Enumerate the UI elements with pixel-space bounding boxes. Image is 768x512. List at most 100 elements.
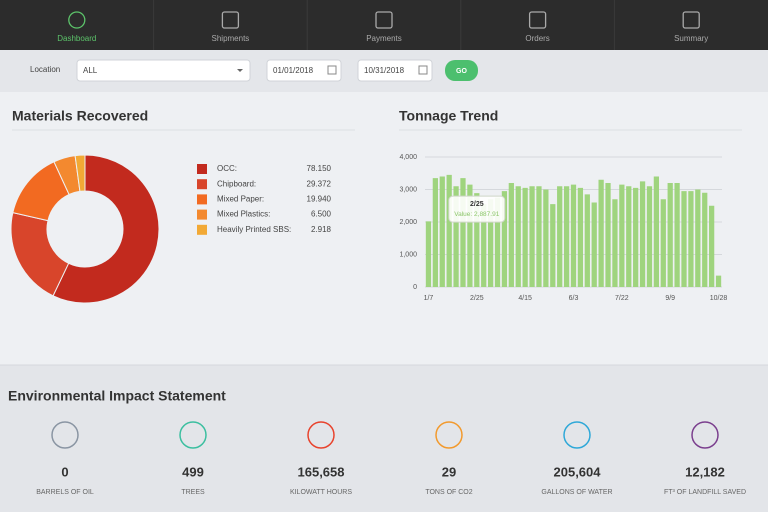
bar [536, 186, 542, 287]
bar [474, 193, 480, 287]
x-tick-label: 6/3 [569, 295, 579, 302]
section-title: Environmental Impact Statement [8, 388, 226, 404]
bar [715, 275, 722, 287]
bar [453, 186, 459, 287]
calendar-icon [327, 65, 337, 75]
nav-label[interactable]: Summary [674, 34, 708, 43]
impact-icon [691, 421, 719, 449]
impact-icon [563, 421, 591, 449]
nav-icon [682, 11, 700, 29]
bar [425, 221, 432, 287]
bar [653, 176, 660, 287]
impact-label: TONS OF CO2 [425, 489, 472, 496]
location-value: ALL [83, 66, 98, 75]
bar [633, 187, 639, 287]
legend-label: Mixed Paper: [217, 195, 264, 204]
legend-value: 6.500 [311, 210, 332, 219]
bar [598, 179, 604, 287]
legend-label: Heavily Printed SBS: [217, 225, 291, 234]
bar [688, 191, 694, 287]
x-tick-label: 9/9 [665, 295, 675, 302]
bar [460, 178, 466, 287]
donut-slice [52, 154, 160, 304]
legend-value: 78.150 [307, 164, 332, 173]
bar [543, 189, 549, 287]
tooltip-text: Value: 2,887.91 [454, 211, 499, 218]
start-date[interactable] [266, 59, 342, 82]
legend-label: Mixed Plastics: [217, 210, 270, 219]
nav-icon [221, 11, 240, 29]
bar [501, 191, 508, 287]
bar [646, 186, 653, 287]
go-button[interactable] [445, 60, 478, 81]
impact-value: 0 [61, 464, 68, 479]
end-date[interactable] [357, 59, 433, 82]
legend-value: 29.372 [307, 179, 332, 188]
tooltip-title: 2/25 [470, 201, 484, 208]
nav-label[interactable]: Orders [525, 34, 549, 43]
x-tick-label: 7/22 [615, 295, 629, 302]
bar [446, 174, 452, 287]
legend-swatch [197, 179, 207, 190]
section-title: Tonnage Trend [399, 108, 498, 124]
go-text: GO [456, 68, 467, 75]
legend-value: 19.940 [307, 195, 332, 204]
impact-label: TREES [181, 489, 205, 496]
bar [674, 183, 680, 287]
legend-label: Chipboard: [217, 179, 256, 188]
bar [439, 176, 445, 287]
tooltip [448, 195, 506, 223]
y-tick-label: 0 [413, 284, 417, 291]
dropdown-arrow [237, 69, 243, 72]
impact-panel [0, 365, 768, 512]
bar [605, 183, 611, 287]
bar [584, 194, 590, 287]
legend-swatch [197, 224, 207, 235]
nav-label[interactable]: Shipments [212, 34, 250, 43]
location-label: Location [30, 65, 60, 74]
nav-icon [375, 11, 393, 29]
nav-icon [68, 11, 86, 29]
bar [529, 186, 535, 287]
impact-label: KILOWATT HOURS [290, 489, 352, 496]
nav-icon [528, 11, 547, 29]
location-select[interactable] [76, 59, 251, 82]
nav-label[interactable]: Payments [366, 34, 402, 43]
impact-icon [435, 421, 463, 449]
bar [612, 199, 618, 287]
section-title: Materials Recovered [12, 108, 148, 124]
impact-value: 499 [182, 464, 204, 479]
start-date-text: 01/01/2018 [273, 66, 314, 75]
impact-label: FT³ OF LANDFILL SAVED [664, 489, 746, 496]
legend-swatch [197, 164, 207, 174]
bar [626, 186, 632, 287]
impact-label: BARRELS OF OIL [36, 489, 94, 496]
bar [550, 204, 556, 287]
bar [432, 178, 438, 287]
y-tick-label: 2,000 [399, 219, 417, 226]
x-tick-label: 2/25 [470, 295, 484, 302]
impact-value: 12,182 [685, 464, 725, 479]
bar [522, 187, 528, 287]
end-date-text: 10/31/2018 [364, 66, 405, 75]
x-tick-label: 4/15 [518, 295, 532, 302]
x-tick-label: 1/7 [424, 295, 434, 302]
bar [467, 184, 473, 287]
bar [660, 199, 666, 287]
y-tick-label: 1,000 [399, 251, 417, 258]
bar [570, 184, 577, 287]
bar [508, 183, 514, 287]
legend-label: OCC: [217, 164, 237, 173]
y-tick-label: 3,000 [399, 186, 417, 193]
impact-value: 29 [442, 464, 456, 479]
bar [619, 184, 625, 287]
impact-icon [179, 421, 207, 449]
legend-swatch [197, 209, 207, 220]
nav-bar [0, 0, 768, 50]
nav-label[interactable]: Dashboard [57, 34, 96, 43]
impact-value: 165,658 [298, 464, 345, 479]
bar [577, 187, 584, 287]
y-tick-label: 4,000 [399, 154, 417, 161]
bar [702, 192, 708, 287]
